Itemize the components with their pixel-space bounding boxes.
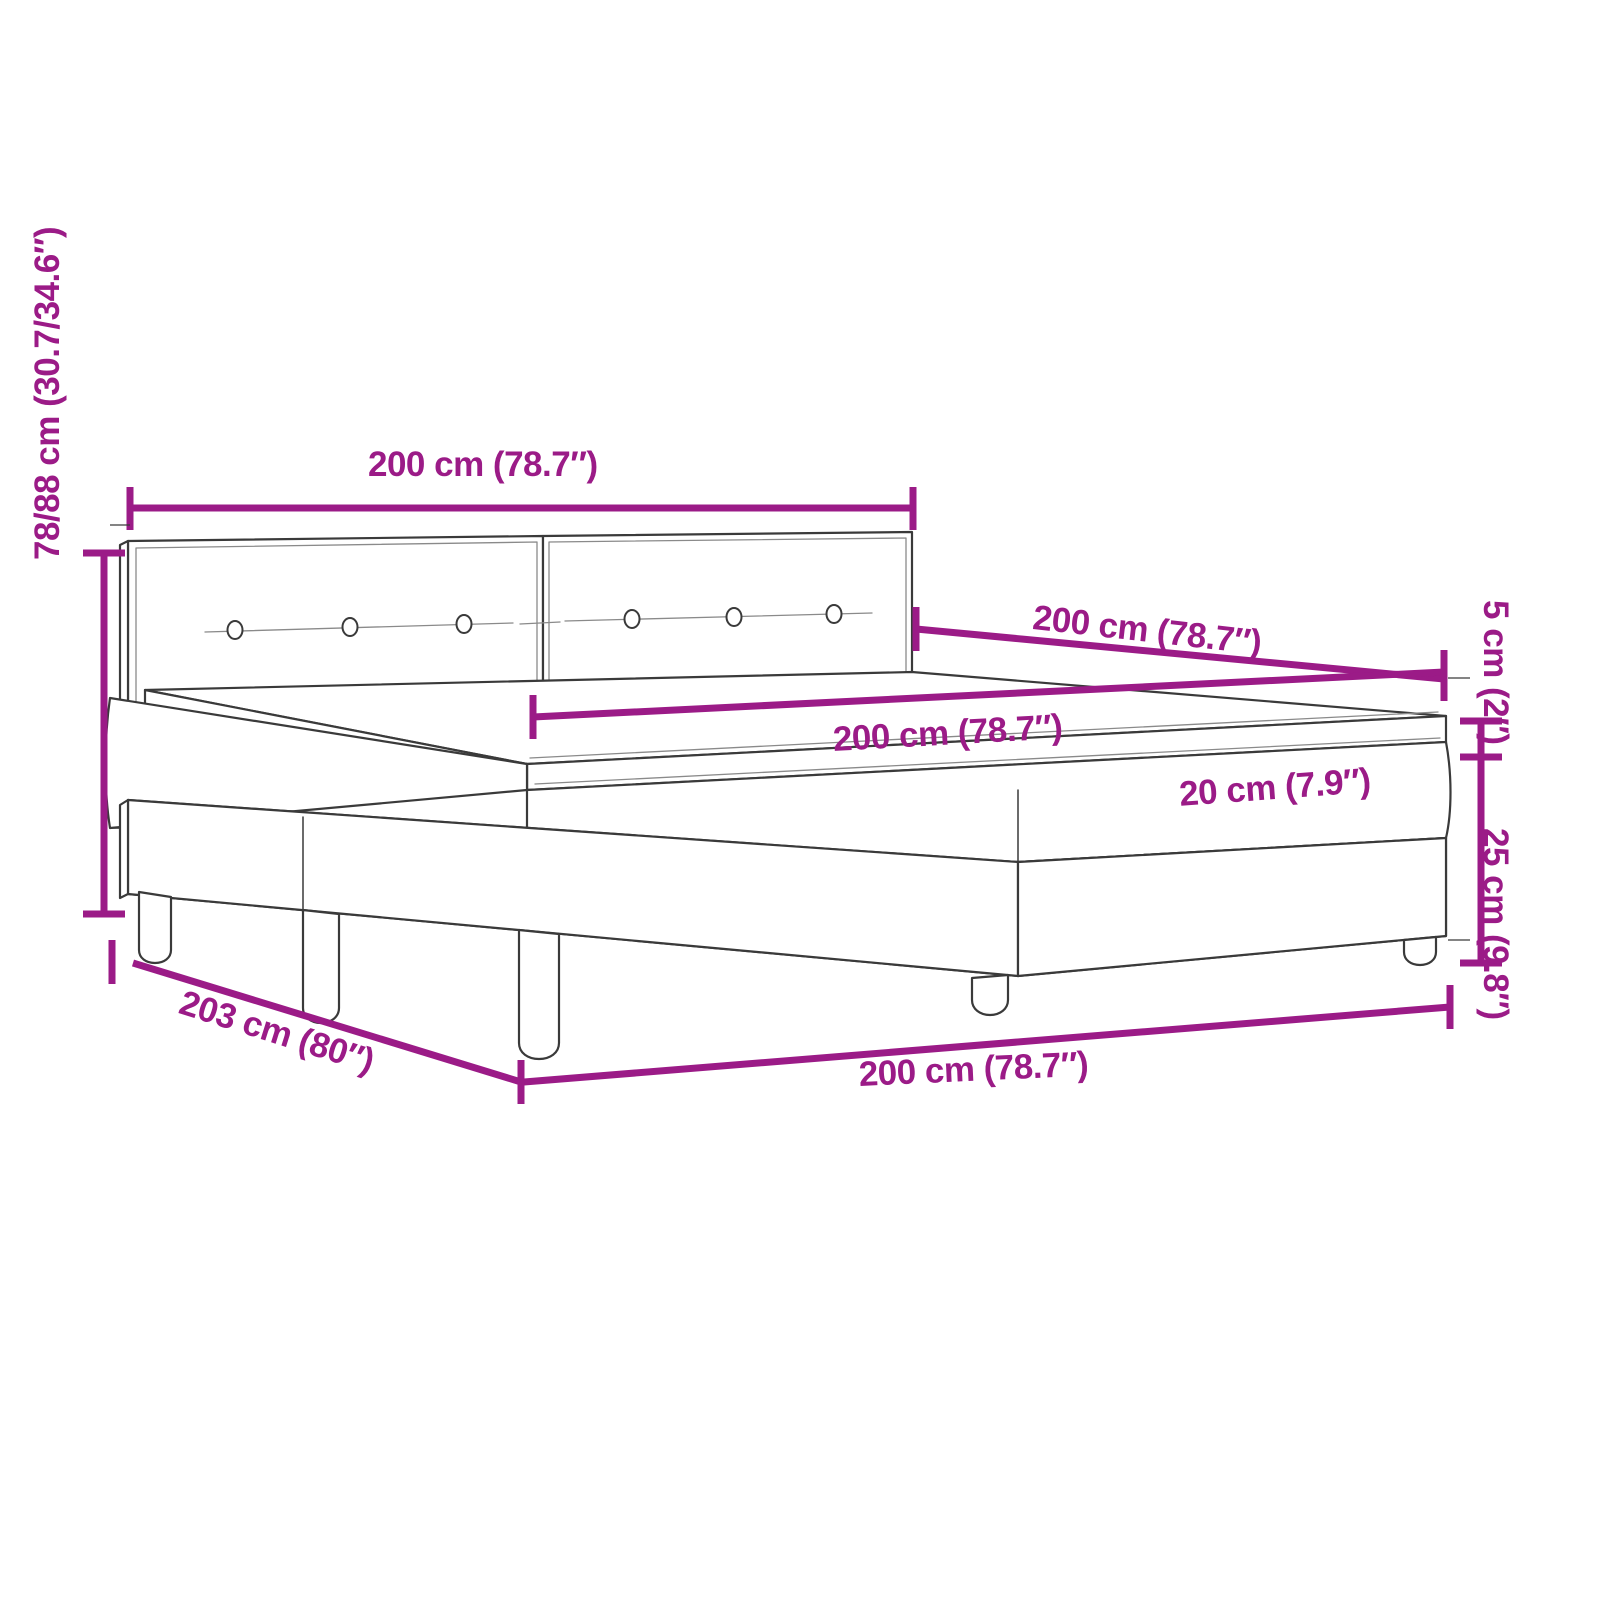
- dim-mid-width: [529, 650, 1448, 739]
- bed-illustration: [104, 530, 1452, 1061]
- leg-back-right: [1402, 935, 1438, 967]
- dim-label-topper-height: 5 cm (2″): [1476, 600, 1515, 745]
- dim-label-total-height: 78/88 cm (30.7/34.6″): [28, 226, 67, 560]
- bed-legs: [137, 890, 1438, 1061]
- dim-top-width: [110, 487, 917, 530]
- leg-front-center: [517, 928, 561, 1061]
- dim-base-height: [1460, 757, 1502, 967]
- box-spring-base: [118, 798, 1448, 978]
- leg-front-left: [137, 890, 173, 965]
- dim-label-top-width: 200 cm (78.7″): [368, 445, 598, 484]
- dim-label-base-height: 25 cm (9.8″): [1476, 828, 1515, 1020]
- dim-bottom-depth: [108, 940, 525, 1104]
- headboard-tufting: [204, 604, 873, 640]
- dim-total-height: [83, 549, 125, 918]
- leg-mid-left: [301, 908, 341, 1025]
- leg-back-center: [970, 973, 1010, 1017]
- dim-bottom-width: [523, 985, 1454, 1086]
- headboard-side-edge: [118, 539, 130, 721]
- dimension-annotations: [83, 487, 1502, 1104]
